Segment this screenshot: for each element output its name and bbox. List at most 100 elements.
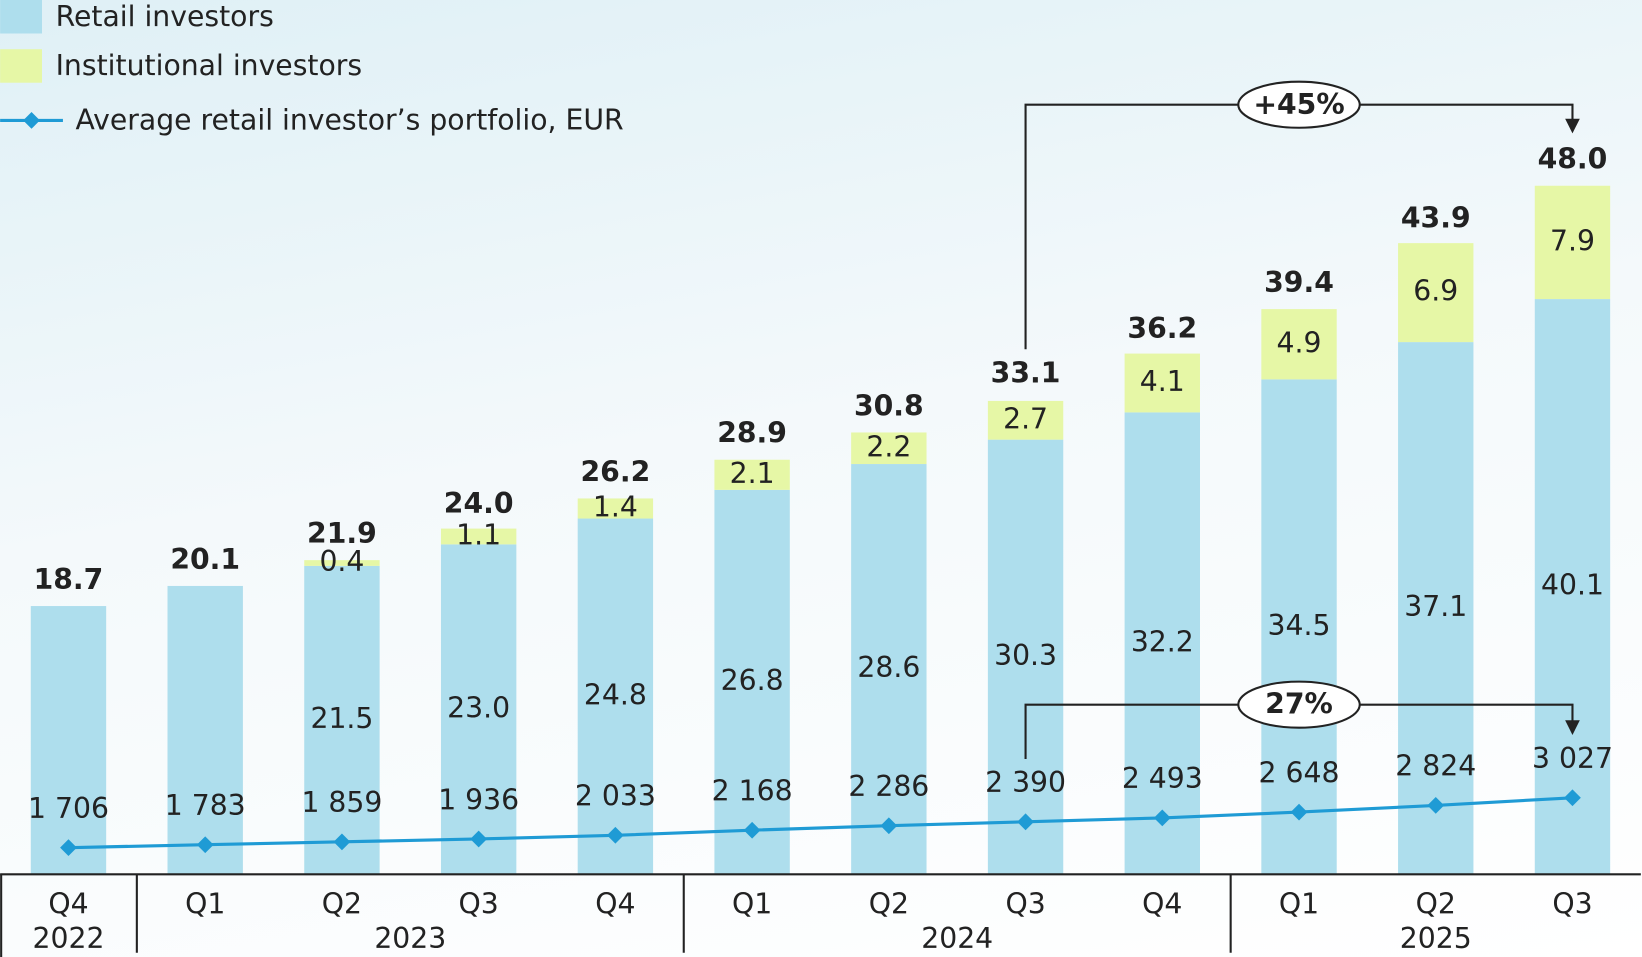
legend-marker bbox=[23, 112, 40, 129]
total-label: 20.1 bbox=[170, 543, 240, 576]
bar-segment bbox=[987, 400, 1064, 440]
legend-label: Average retail investor’s portfolio, EUR bbox=[76, 103, 624, 136]
portfolio-label: 2 824 bbox=[1395, 750, 1476, 783]
portfolio-line bbox=[68, 796, 1573, 850]
bar-segment bbox=[1124, 412, 1200, 875]
segment-label: 30.3 bbox=[994, 639, 1057, 672]
portfolio-label: 2 168 bbox=[712, 774, 793, 807]
segment-label: 1.1 bbox=[456, 518, 501, 551]
bar-segment bbox=[577, 498, 654, 519]
bar-segment bbox=[714, 459, 790, 490]
portfolio-label: 2 493 bbox=[1122, 762, 1203, 795]
x-tick-label: Q3 bbox=[1005, 888, 1045, 921]
bar-segment bbox=[304, 565, 380, 875]
segment-label: 2.1 bbox=[730, 457, 775, 490]
annotation-text: +45% bbox=[1253, 88, 1344, 121]
portfolio-label: 1 706 bbox=[28, 792, 109, 825]
x-tick-label: Q1 bbox=[1279, 888, 1319, 921]
segment-label: 34.5 bbox=[1268, 609, 1331, 642]
segment-label: 23.0 bbox=[447, 691, 510, 724]
portfolio-marker bbox=[880, 817, 898, 835]
segment-label: 21.5 bbox=[310, 702, 373, 735]
bar-segment bbox=[1261, 379, 1337, 875]
bar-segment bbox=[1534, 299, 1611, 875]
bar-segment bbox=[1398, 243, 1474, 343]
segment-label: 6.9 bbox=[1413, 275, 1458, 308]
segment-label: 4.1 bbox=[1140, 365, 1185, 398]
total-label: 18.7 bbox=[34, 563, 104, 596]
x-tick-label: Q4 bbox=[48, 888, 88, 921]
bar-segment bbox=[1398, 342, 1474, 875]
annotation-badge bbox=[1237, 80, 1361, 129]
segment-label: 24.8 bbox=[584, 678, 647, 711]
portfolio-marker bbox=[1564, 789, 1581, 807]
legend-label: Institutional investors bbox=[56, 49, 363, 82]
bar-segment bbox=[987, 439, 1064, 875]
portfolio-marker bbox=[60, 839, 77, 857]
total-label: 26.2 bbox=[581, 455, 651, 488]
bar-segment bbox=[714, 489, 790, 875]
x-tick-label: Q3 bbox=[1552, 888, 1592, 921]
x-tick-label: Q2 bbox=[322, 888, 362, 921]
segment-label: 2.7 bbox=[1003, 402, 1048, 435]
portfolio-label: 2 648 bbox=[1259, 756, 1340, 789]
x-tick-label: Q3 bbox=[459, 888, 499, 921]
segment-label: 40.1 bbox=[1541, 569, 1604, 602]
segment-label: 7.9 bbox=[1550, 224, 1595, 257]
annotation-text: 27% bbox=[1265, 688, 1333, 721]
bar-segment bbox=[167, 585, 243, 875]
legend-swatch bbox=[0, 0, 42, 34]
portfolio-marker bbox=[743, 821, 761, 839]
segment-label: 4.9 bbox=[1277, 326, 1322, 359]
bar-segment bbox=[30, 606, 107, 875]
portfolio-marker bbox=[607, 826, 624, 844]
year-label: 2023 bbox=[374, 922, 446, 955]
bar-segment bbox=[851, 464, 927, 875]
bar-segment bbox=[440, 528, 517, 545]
segment-label: 26.8 bbox=[721, 664, 784, 697]
bar-segment bbox=[1261, 309, 1337, 380]
segment-label: 32.2 bbox=[1131, 625, 1194, 658]
x-tick-label: Q1 bbox=[185, 888, 225, 921]
legend-swatch bbox=[0, 49, 42, 83]
x-tick-label: Q4 bbox=[595, 888, 635, 921]
segment-label: 0.4 bbox=[319, 545, 364, 578]
annotation-arrow bbox=[1565, 720, 1580, 735]
bar-segment bbox=[577, 518, 654, 875]
segment-label: 2.2 bbox=[866, 430, 911, 463]
x-tick-label: Q2 bbox=[1416, 888, 1456, 921]
total-label: 21.9 bbox=[307, 517, 377, 550]
legend-label: Retail investors bbox=[56, 0, 274, 33]
total-label: 48.0 bbox=[1538, 143, 1608, 176]
x-tick-label: Q2 bbox=[869, 888, 909, 921]
year-label: 2022 bbox=[33, 922, 105, 955]
year-label: 2025 bbox=[1400, 922, 1472, 955]
total-label: 36.2 bbox=[1127, 312, 1197, 345]
bar-segment bbox=[440, 544, 517, 875]
total-label: 33.1 bbox=[991, 356, 1061, 389]
total-label: 24.0 bbox=[444, 487, 514, 520]
bar-segment bbox=[1534, 185, 1611, 300]
bar-segment bbox=[851, 432, 927, 465]
segment-label: 28.6 bbox=[857, 651, 920, 684]
x-tick-label: Q1 bbox=[732, 888, 772, 921]
total-label: 39.4 bbox=[1264, 266, 1334, 299]
portfolio-label: 1 859 bbox=[301, 786, 382, 819]
portfolio-label: 2 033 bbox=[575, 780, 656, 813]
total-label: 43.9 bbox=[1401, 201, 1471, 234]
segment-label: 37.1 bbox=[1404, 590, 1467, 623]
portfolio-label: 2 390 bbox=[985, 766, 1066, 799]
year-label: 2024 bbox=[921, 922, 993, 955]
portfolio-marker bbox=[196, 836, 214, 854]
total-label: 30.8 bbox=[854, 389, 924, 422]
x-tick-label: Q4 bbox=[1142, 888, 1182, 921]
portfolio-marker bbox=[333, 833, 351, 851]
annotation-badge bbox=[1237, 680, 1361, 729]
portfolio-label: 3 027 bbox=[1532, 742, 1613, 775]
bar-segment bbox=[304, 560, 380, 566]
total-label: 28.9 bbox=[717, 417, 787, 450]
bar-segment bbox=[1124, 353, 1200, 413]
portfolio-marker bbox=[1017, 813, 1034, 831]
portfolio-label: 1 783 bbox=[165, 789, 246, 822]
